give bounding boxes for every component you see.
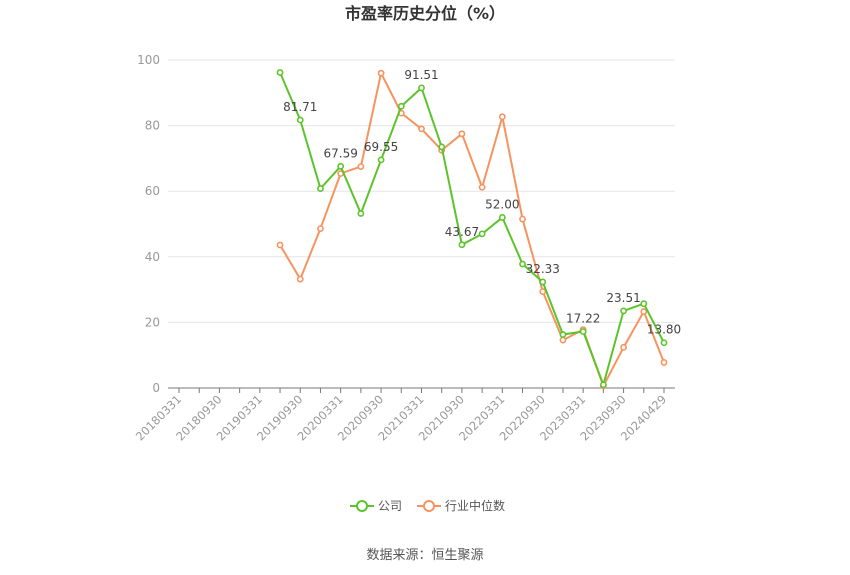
data-point (418, 125, 425, 133)
data-label: 23.51 (606, 291, 640, 305)
data-point (458, 241, 466, 249)
data-point (478, 230, 486, 238)
data-point (559, 331, 567, 338)
data-point (478, 183, 486, 191)
data-point (640, 308, 648, 315)
data-point (579, 328, 587, 335)
data-point (337, 162, 345, 170)
chart-title: 市盈率历史分位（%） (345, 4, 505, 23)
data-label: 69.55 (364, 140, 398, 154)
legend[interactable]: 公司 行业中位数 (350, 498, 505, 513)
data-label: 81.71 (283, 100, 317, 114)
data-point (599, 381, 607, 389)
data-point (418, 84, 425, 92)
data-point (559, 336, 567, 344)
data-label: 91.51 (404, 68, 438, 82)
y-tick-label: 40 (145, 250, 160, 264)
legend-marker-icon (423, 500, 435, 512)
y-tick-label: 60 (145, 184, 160, 198)
data-point (539, 278, 547, 286)
data-point (539, 288, 547, 295)
data-point (498, 113, 506, 121)
legend-label: 公司 (378, 499, 402, 513)
x-axis: 2018033120180930201903312019093020200331… (133, 387, 675, 444)
y-tick-label: 100 (137, 53, 160, 67)
data-label: 43.67 (445, 225, 479, 239)
data-point (296, 116, 304, 124)
legend-item[interactable]: 公司 (350, 499, 402, 513)
data-point (519, 215, 526, 223)
data-point (498, 214, 506, 221)
legend-marker-icon (356, 500, 368, 512)
data-point (620, 343, 627, 351)
data-point (276, 69, 284, 76)
data-label: 32.33 (526, 262, 560, 276)
grid-lines (168, 59, 675, 323)
y-tick-label: 0 (152, 381, 160, 395)
data-point (660, 339, 668, 347)
data-label: 52.00 (485, 197, 519, 211)
data-point (397, 102, 405, 110)
y-tick-label: 20 (145, 315, 160, 329)
series-line (279, 72, 665, 386)
data-label: 17.22 (566, 312, 600, 326)
data-point (438, 143, 446, 151)
data-labels: 81.71 67.59 69.55 91.51 43.67 52.00 32.33 17.22… (283, 68, 681, 337)
data-point (357, 210, 365, 217)
data-point (660, 359, 668, 366)
series-layer (276, 69, 668, 390)
source-note: 数据来源：恒生聚源 (366, 548, 483, 563)
data-point (296, 275, 304, 283)
data-point (357, 163, 365, 170)
data-point (377, 69, 385, 77)
data-label: 13.80 (647, 323, 681, 337)
data-point (317, 225, 324, 232)
data-point (276, 241, 284, 249)
data-label: 67.59 (323, 146, 357, 160)
data-point (620, 307, 627, 315)
data-point (458, 130, 466, 138)
data-point (640, 300, 648, 308)
y-axis-ticks: 0 20 40 60 80 100 (137, 53, 160, 395)
legend-item[interactable]: 行业中位数 (417, 498, 505, 513)
y-tick-label: 80 (145, 119, 160, 133)
data-point (317, 185, 324, 192)
data-point (519, 260, 526, 268)
data-point (377, 156, 385, 164)
legend-label: 行业中位数 (445, 498, 505, 513)
